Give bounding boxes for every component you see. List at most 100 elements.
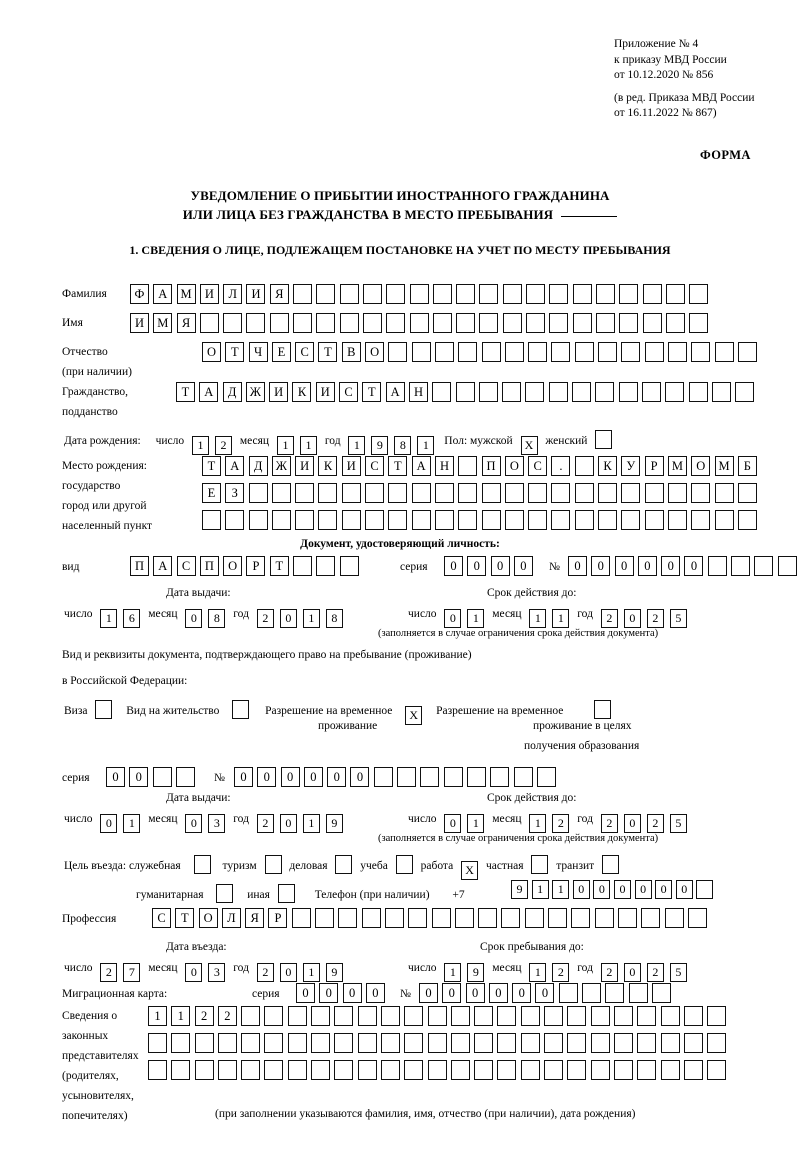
profession-cell-9[interactable] — [338, 908, 358, 928]
birthplace-r2-cell-2[interactable]: З — [225, 483, 245, 503]
name-cell-13[interactable] — [409, 313, 429, 333]
profession-cell-10[interactable] — [361, 908, 381, 928]
citizenship-cell-9[interactable]: Т — [362, 382, 382, 402]
doc-issue-year-d3[interactable]: 1 — [302, 609, 320, 628]
name-cell-24[interactable] — [665, 313, 685, 333]
permit-number-cell-4[interactable]: 0 — [303, 767, 323, 787]
legal-rep-r1-cell-5[interactable] — [241, 1006, 261, 1026]
legal-rep-r3-cell-23[interactable] — [660, 1060, 680, 1080]
name-cell-23[interactable] — [642, 313, 662, 333]
legal-rep-r1-cell-16[interactable] — [497, 1006, 517, 1026]
surname-cell-25[interactable] — [689, 284, 709, 304]
legal-rep-r2-cell-4[interactable] — [217, 1033, 237, 1053]
patronymic-cell-12[interactable] — [458, 342, 478, 362]
mcard-number-cell-4[interactable]: 0 — [488, 983, 508, 1003]
birthplace-r3-cell-6[interactable] — [318, 510, 338, 530]
mcard-series-cell-1[interactable]: 0 — [296, 983, 315, 1003]
doc-kind-cell-9[interactable] — [316, 556, 336, 576]
legal-rep-r1-cell-14[interactable] — [450, 1006, 470, 1026]
birthplace-r1-cell-12[interactable] — [458, 456, 478, 476]
stay-month-d1[interactable]: 1 — [529, 963, 547, 982]
permit-valid-day-d1[interactable]: 0 — [444, 814, 462, 833]
birthplace-r1-cell-18[interactable]: К — [598, 456, 618, 476]
permit-number-cell-10[interactable] — [443, 767, 463, 787]
stay-day-d2[interactable]: 9 — [467, 963, 485, 982]
birth-year-d4[interactable]: 1 — [417, 436, 435, 455]
entry-day-d2[interactable]: 7 — [123, 963, 141, 982]
legal-rep-r1-cell-4[interactable]: 2 — [217, 1006, 237, 1026]
birthplace-r1-cell-24[interactable]: Б — [737, 456, 757, 476]
doc-number-cell-10[interactable] — [777, 556, 797, 576]
citizenship-cell-14[interactable] — [478, 382, 498, 402]
permit-number-cell-14[interactable] — [536, 767, 556, 787]
purpose-business-checkbox[interactable] — [335, 855, 353, 874]
birthplace-r2-cell-11[interactable] — [434, 483, 454, 503]
temp-residence-checkbox[interactable]: Х — [405, 706, 423, 725]
name-cell-16[interactable] — [479, 313, 499, 333]
permit-valid-month-d2[interactable]: 2 — [552, 814, 570, 833]
name-cell-11[interactable] — [362, 313, 382, 333]
birth-year-d2[interactable]: 9 — [371, 436, 389, 455]
mcard-series-cell-2[interactable]: 0 — [319, 983, 339, 1003]
birthplace-r1-cell-14[interactable]: О — [504, 456, 524, 476]
birthplace-r3-cell-22[interactable] — [691, 510, 711, 530]
legal-rep-r3-cell-19[interactable] — [567, 1060, 587, 1080]
birthplace-r3-cell-7[interactable] — [341, 510, 361, 530]
profession-cell-4[interactable]: Л — [221, 908, 241, 928]
birthplace-r1-cell-21[interactable]: М — [667, 456, 687, 476]
profession-cell-21[interactable] — [617, 908, 637, 928]
mcard-number-cell-2[interactable]: 0 — [442, 983, 462, 1003]
birthplace-r3-cell-16[interactable] — [551, 510, 571, 530]
sex-male-checkbox[interactable]: Х — [520, 436, 538, 455]
phone-cell-9[interactable]: 0 — [675, 880, 693, 899]
name-cell-8[interactable] — [293, 313, 313, 333]
legal-rep-r3-cell-24[interactable] — [683, 1060, 703, 1080]
doc-number-cell-7[interactable] — [707, 556, 727, 576]
doc-series-cell-4[interactable]: 0 — [513, 556, 533, 576]
birthplace-r2-cell-22[interactable] — [691, 483, 711, 503]
name-cell-20[interactable] — [572, 313, 592, 333]
birthplace-r3-cell-21[interactable] — [667, 510, 687, 530]
birthplace-r3-cell-20[interactable] — [644, 510, 664, 530]
doc-series-cell-3[interactable]: 0 — [490, 556, 510, 576]
legal-rep-r1-cell-21[interactable] — [613, 1006, 633, 1026]
birthplace-r3-cell-8[interactable] — [365, 510, 385, 530]
birthplace-r2-cell-24[interactable] — [737, 483, 757, 503]
profession-cell-12[interactable] — [408, 908, 428, 928]
legal-rep-r2-cell-12[interactable] — [404, 1033, 424, 1053]
phone-cell-2[interactable]: 1 — [531, 880, 549, 899]
citizenship-cell-11[interactable]: Н — [408, 382, 428, 402]
doc-issue-day-d1[interactable]: 1 — [100, 609, 118, 628]
legal-rep-r3-cell-2[interactable] — [171, 1060, 191, 1080]
surname-cell-24[interactable] — [665, 284, 685, 304]
stay-year-d1[interactable]: 2 — [600, 963, 618, 982]
stay-day-d1[interactable]: 1 — [444, 963, 462, 982]
legal-rep-grid-row-2[interactable] — [148, 1033, 727, 1053]
legal-rep-r2-cell-9[interactable] — [334, 1033, 354, 1053]
legal-rep-r3-cell-6[interactable] — [264, 1060, 284, 1080]
legal-rep-r1-cell-7[interactable] — [287, 1006, 307, 1026]
mcard-number-cell-1[interactable]: 0 — [419, 983, 438, 1003]
phone-cell-1[interactable]: 9 — [511, 880, 528, 899]
legal-rep-r2-cell-11[interactable] — [380, 1033, 400, 1053]
patronymic-cell-24[interactable] — [737, 342, 757, 362]
legal-rep-grid-row-3[interactable] — [148, 1060, 727, 1080]
permit-number-cell-5[interactable]: 0 — [327, 767, 347, 787]
patronymic-cell-6[interactable]: Т — [318, 342, 338, 362]
citizenship-cell-20[interactable] — [618, 382, 638, 402]
legal-rep-r3-cell-7[interactable] — [287, 1060, 307, 1080]
surname-cell-2[interactable]: А — [153, 284, 173, 304]
phone-cell-8[interactable]: 0 — [655, 880, 673, 899]
mcard-series-cell-3[interactable]: 0 — [342, 983, 362, 1003]
legal-rep-r1-cell-19[interactable] — [567, 1006, 587, 1026]
doc-valid-year-d4[interactable]: 5 — [669, 609, 687, 628]
birthplace-r1-cell-11[interactable]: Н — [434, 456, 454, 476]
citizenship-cell-17[interactable] — [548, 382, 568, 402]
citizenship-cell-2[interactable]: А — [199, 382, 219, 402]
patronymic-cell-10[interactable] — [411, 342, 431, 362]
legal-rep-r1-cell-6[interactable] — [264, 1006, 284, 1026]
birthplace-r3-cell-24[interactable] — [737, 510, 757, 530]
